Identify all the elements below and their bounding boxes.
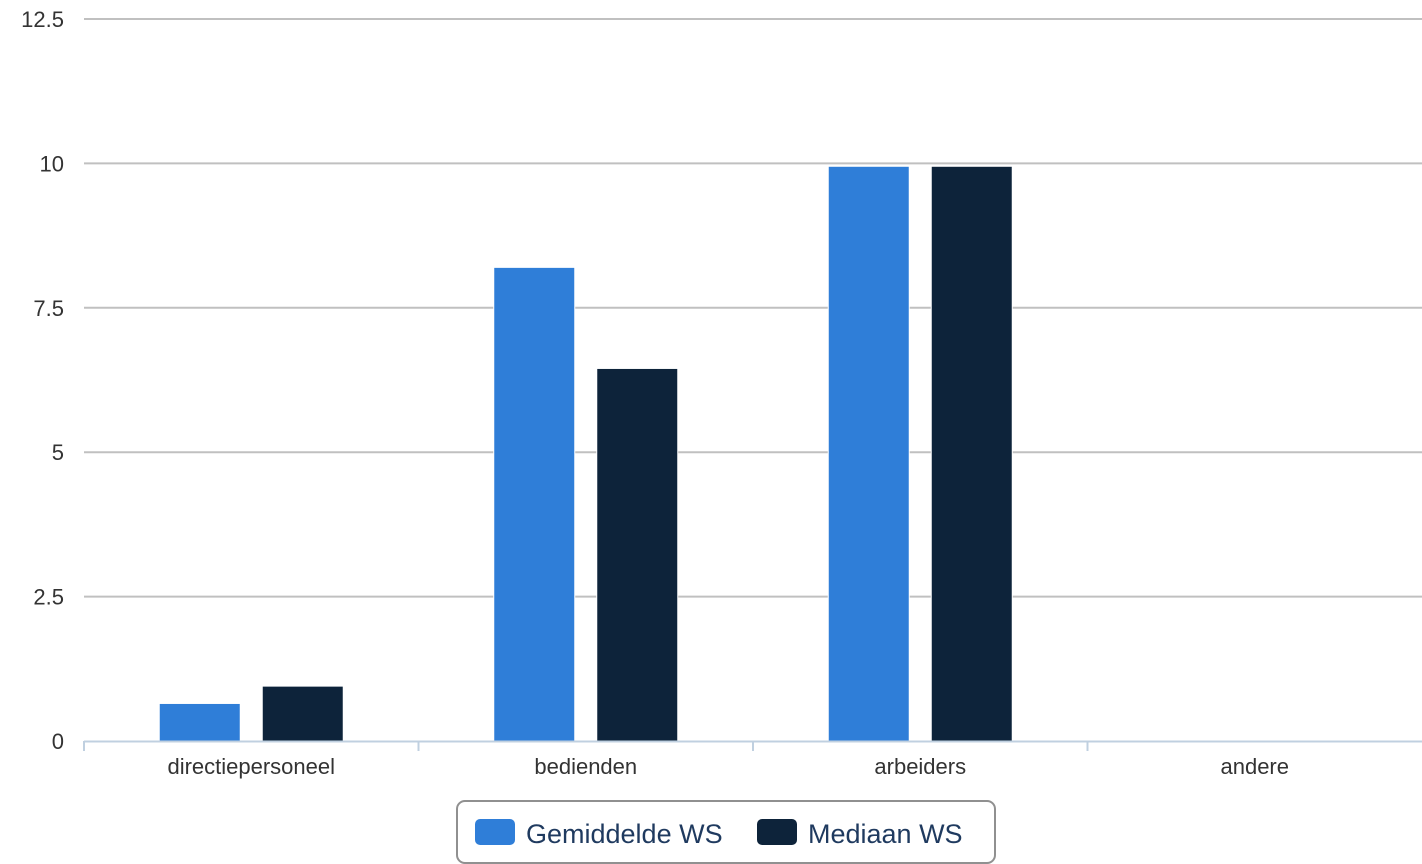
bar-mediaan-ws-arbeiders[interactable] xyxy=(930,165,1013,742)
bar-mediaan-ws-bedienden[interactable] xyxy=(596,367,679,742)
y-tick-label: 12.5 xyxy=(21,7,64,32)
legend-swatch-mediaan-ws[interactable] xyxy=(757,819,797,845)
y-tick-label: 0 xyxy=(52,729,64,754)
bar-mediaan-ws-directiepersoneel[interactable] xyxy=(261,685,344,742)
x-tick-label: bedienden xyxy=(534,754,637,779)
y-tick-label: 2.5 xyxy=(33,585,64,610)
bar-gemiddelde-ws-directiepersoneel[interactable] xyxy=(158,702,241,742)
y-tick-label: 7.5 xyxy=(33,296,64,321)
x-tick-label: andere xyxy=(1220,754,1289,779)
legend-box xyxy=(456,800,996,864)
bar-gemiddelde-ws-arbeiders[interactable] xyxy=(827,165,910,742)
legend-label-mediaan-ws[interactable]: Mediaan WS xyxy=(808,819,963,849)
legend-label-gemiddelde-ws[interactable]: Gemiddelde WS xyxy=(526,819,723,849)
x-tick-label: arbeiders xyxy=(874,754,966,779)
grid-lines xyxy=(84,18,1422,598)
y-tick-label: 5 xyxy=(52,440,64,465)
bar-gemiddelde-ws-bedienden[interactable] xyxy=(493,266,576,742)
x-tick-label: directiepersoneel xyxy=(167,754,335,779)
y-axis: 0 2.5 5 7.5 10 12.5 xyxy=(21,7,64,754)
y-tick-label: 10 xyxy=(40,151,64,176)
bars xyxy=(158,165,1013,742)
legend-swatch-gemiddelde-ws[interactable] xyxy=(475,819,515,845)
x-axis: directiepersoneel bedienden arbeiders ander… xyxy=(83,740,1422,779)
legend: Gemiddelde WS Mediaan WS xyxy=(456,800,996,864)
